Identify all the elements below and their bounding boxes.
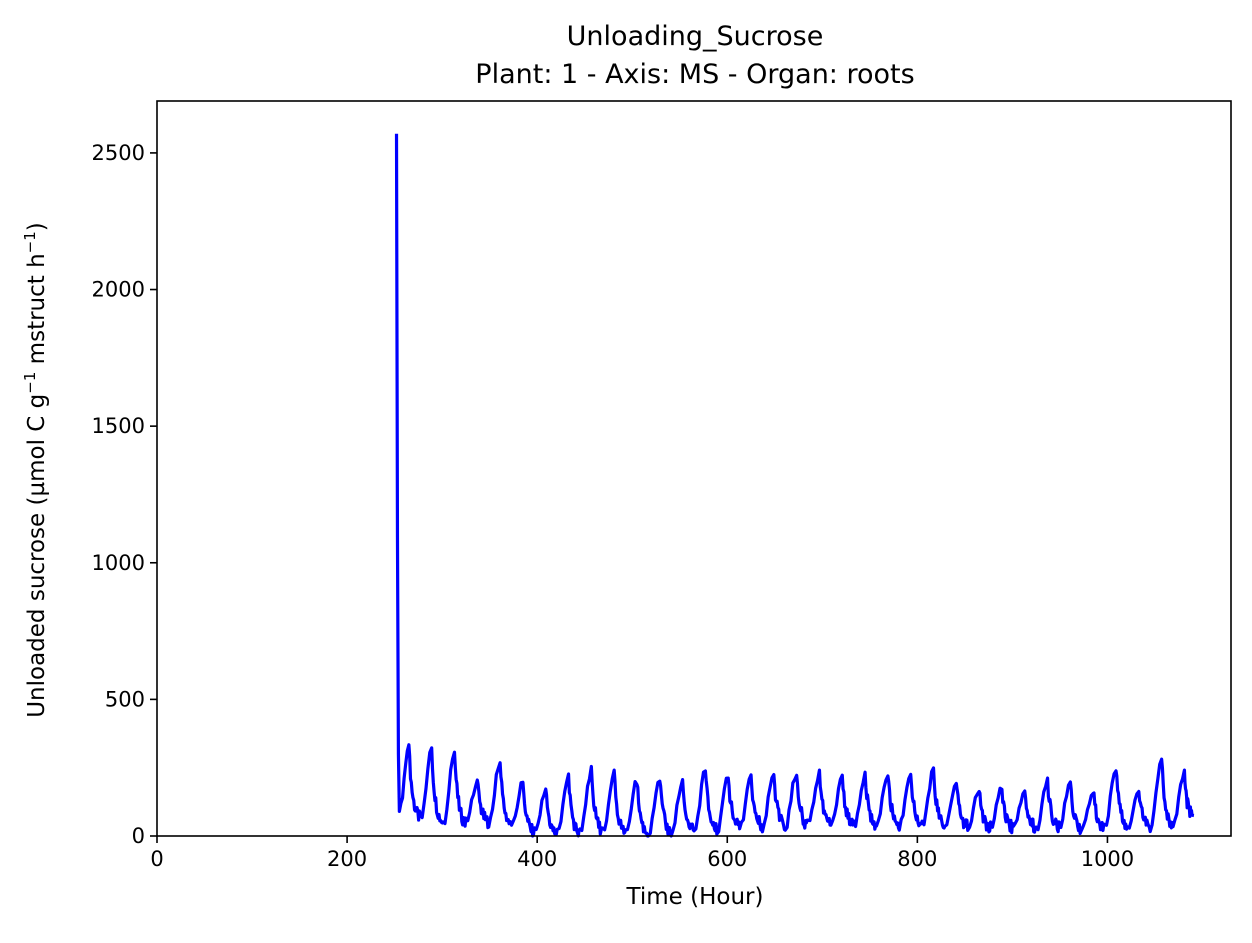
plot-area <box>156 100 1232 838</box>
y-tick-label: 1000 <box>92 551 145 575</box>
y-axis-label-prefix: Unloaded sucrose (µmol C g <box>24 394 50 718</box>
x-tick-label: 1000 <box>1081 847 1134 871</box>
y-axis-label-middle: mstruct h <box>24 253 50 371</box>
y-tick-label: 500 <box>105 687 145 711</box>
x-axis-label: Time (Hour) <box>626 884 764 910</box>
x-tick-label: 600 <box>707 847 747 871</box>
y-axis-label-exponent-1: −1 <box>21 372 39 394</box>
y-axis-label-suffix: ) <box>24 222 50 231</box>
series-line <box>394 133 1195 838</box>
y-axis-label-exponent-2: −1 <box>21 231 39 253</box>
y-tick-label: 2500 <box>92 141 145 165</box>
x-tick-label: 200 <box>327 847 367 871</box>
x-tick-label: 0 <box>150 847 163 871</box>
chart-title: Unloading_Sucrose <box>567 21 824 52</box>
y-tick-label: 0 <box>132 824 145 848</box>
x-tick-label: 800 <box>897 847 937 871</box>
axes-frame <box>156 100 1232 837</box>
x-axis-ticks: 0 200 400 600 800 1000 <box>150 836 1134 871</box>
series-layer <box>394 133 1195 838</box>
x-tick-label: 400 <box>517 847 557 871</box>
y-tick-label: 1500 <box>92 414 145 438</box>
y-tick-label: 2000 <box>92 278 145 302</box>
y-axis-ticks: 0 500 1000 1500 2000 2500 <box>92 141 157 848</box>
y-axis-label: Unloaded sucrose (µmol C g−1 mstruct h−1… <box>21 222 50 718</box>
chart-subtitle: Plant: 1 - Axis: MS - Organ: roots <box>475 59 914 90</box>
